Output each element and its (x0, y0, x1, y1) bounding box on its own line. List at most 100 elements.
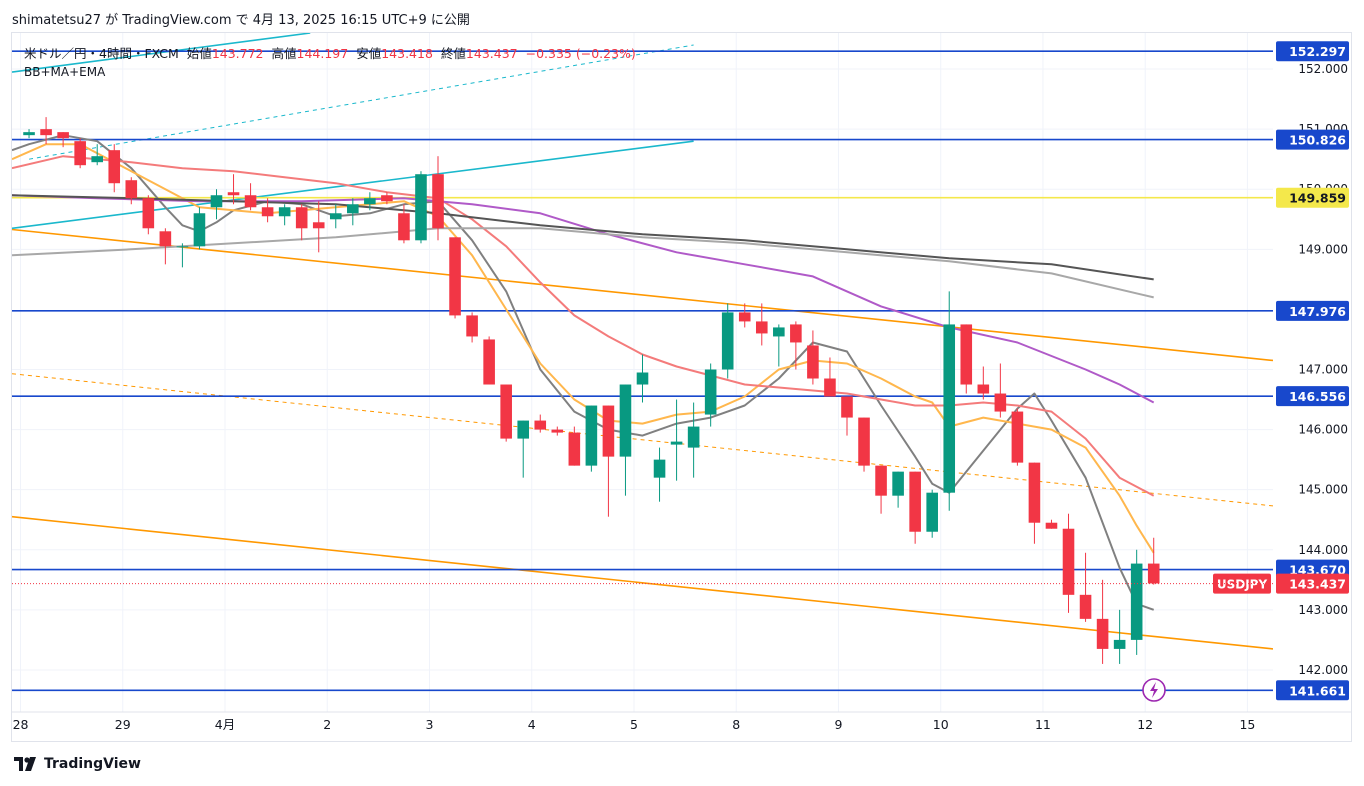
candle-body (619, 384, 632, 457)
candle-body (1079, 594, 1092, 619)
indicator-line (12, 194, 1154, 281)
high-label: 高値 (271, 46, 297, 61)
candle-body (364, 198, 376, 205)
candle-body (108, 150, 121, 184)
candle-body (483, 339, 495, 385)
time-tick-label: 28 (13, 717, 29, 732)
chart-legend: 米ドル／円・4時間・FXCM 始値143.772 高値144.197 安値143… (24, 45, 640, 81)
last-price-tag-label: 143.437 (1289, 577, 1346, 592)
price-tick-label: 145.000 (1298, 483, 1348, 497)
time-tick-label: 15 (1239, 717, 1255, 732)
close-label: 終値 (440, 46, 466, 61)
candle-body (312, 222, 325, 229)
level-tag-label: 150.826 (1289, 133, 1346, 148)
price-tick-label: 146.000 (1298, 423, 1348, 437)
candle-body (244, 195, 257, 208)
candle-body (926, 492, 938, 532)
lightning-icon-bolt (1150, 682, 1158, 698)
candle-body (841, 396, 853, 418)
tradingview-brand: TradingView (44, 756, 141, 772)
trendline (12, 228, 1273, 362)
candle-body (1045, 522, 1058, 529)
candle-body (943, 324, 956, 493)
candle-body (295, 207, 308, 229)
candle-body (91, 156, 103, 163)
candle-body (125, 180, 138, 199)
candle-body (653, 459, 666, 478)
time-tick-label: 9 (834, 717, 842, 732)
candle-body (994, 393, 1007, 412)
time-axis: 28 29 4月 2 3 4 5 8 9 10 11 12 15 (13, 717, 1256, 732)
candle-body (40, 129, 52, 136)
candle-body (278, 207, 291, 217)
chart-frame (11, 32, 1352, 742)
candle-body (159, 231, 172, 247)
symbol-tag-label: USDJPY (1217, 578, 1268, 592)
indicator-line (12, 143, 1155, 554)
chart-extras (12, 583, 1273, 702)
candle-body (585, 405, 598, 466)
time-tick-label: 12 (1137, 717, 1153, 732)
publish-header: shimatetsu27 が TradingView.com で 4月 13, … (12, 13, 470, 28)
level-tag-label: 149.859 (1289, 191, 1346, 206)
level-tag (1276, 300, 1349, 321)
candle-body (517, 420, 530, 439)
last-price-tag (1276, 573, 1349, 594)
candle-body (960, 324, 973, 385)
price-tick-label: 149.000 (1298, 242, 1348, 256)
candle-body (57, 132, 69, 139)
tradingview-footer[interactable]: TradingView (14, 756, 141, 772)
trendline (12, 33, 311, 73)
candle-body (142, 198, 155, 229)
high-value: 144.197 (296, 46, 349, 61)
candle-body (261, 207, 274, 217)
level-tag (1276, 41, 1349, 62)
time-tick-label: 11 (1035, 717, 1051, 732)
low-value: 143.418 (381, 46, 433, 61)
candle-body (721, 312, 734, 370)
candle-body (415, 174, 427, 241)
candle-body (909, 471, 921, 532)
level-tag (1276, 129, 1349, 150)
symbol-title: 米ドル／円・4時間・FXCM (24, 46, 179, 61)
candle-body (193, 213, 206, 247)
level-tag-label: 141.661 (1289, 683, 1346, 698)
price-tick-label: 147.000 (1298, 362, 1348, 376)
indicator-label[interactable]: BB+MA+EMA (24, 65, 106, 79)
candle-body (23, 132, 35, 136)
change-value: −0.335 (−0.23%) (525, 46, 636, 61)
time-tick-label: 8 (732, 717, 740, 732)
price-tick-label: 142.000 (1298, 663, 1348, 677)
candle-body (1113, 639, 1126, 649)
candle-body (1062, 528, 1075, 595)
candle-body (347, 204, 359, 214)
candle-body (1130, 563, 1143, 640)
candle-body (466, 315, 478, 337)
time-tick-label: 5 (630, 717, 638, 732)
candle-body (449, 237, 461, 316)
candle-body (1028, 462, 1041, 523)
candle-body (875, 465, 887, 496)
open-label: 始値 (186, 46, 212, 61)
indicator-line (12, 155, 1155, 497)
grid (12, 33, 1351, 713)
candle-body (227, 192, 240, 196)
candle-body (534, 420, 547, 430)
tradingview-logo-icon (14, 757, 36, 771)
candle-body (704, 369, 717, 415)
lightning-icon[interactable] (1142, 678, 1166, 702)
close-value: 143.437 (465, 46, 518, 61)
candle-body (500, 384, 512, 439)
candle-body (602, 405, 615, 457)
candle-body (858, 417, 870, 466)
candle-body (755, 321, 768, 334)
level-tag-label: 152.297 (1289, 44, 1346, 59)
candle-body (738, 312, 751, 322)
price-tick-label: 152.000 (1298, 62, 1348, 76)
candle-body (210, 195, 223, 208)
trendline (12, 515, 1273, 650)
time-tick-label: 4 (528, 717, 536, 732)
level-tag-label: 147.976 (1289, 304, 1346, 319)
time-tick-label: 10 (933, 717, 949, 732)
